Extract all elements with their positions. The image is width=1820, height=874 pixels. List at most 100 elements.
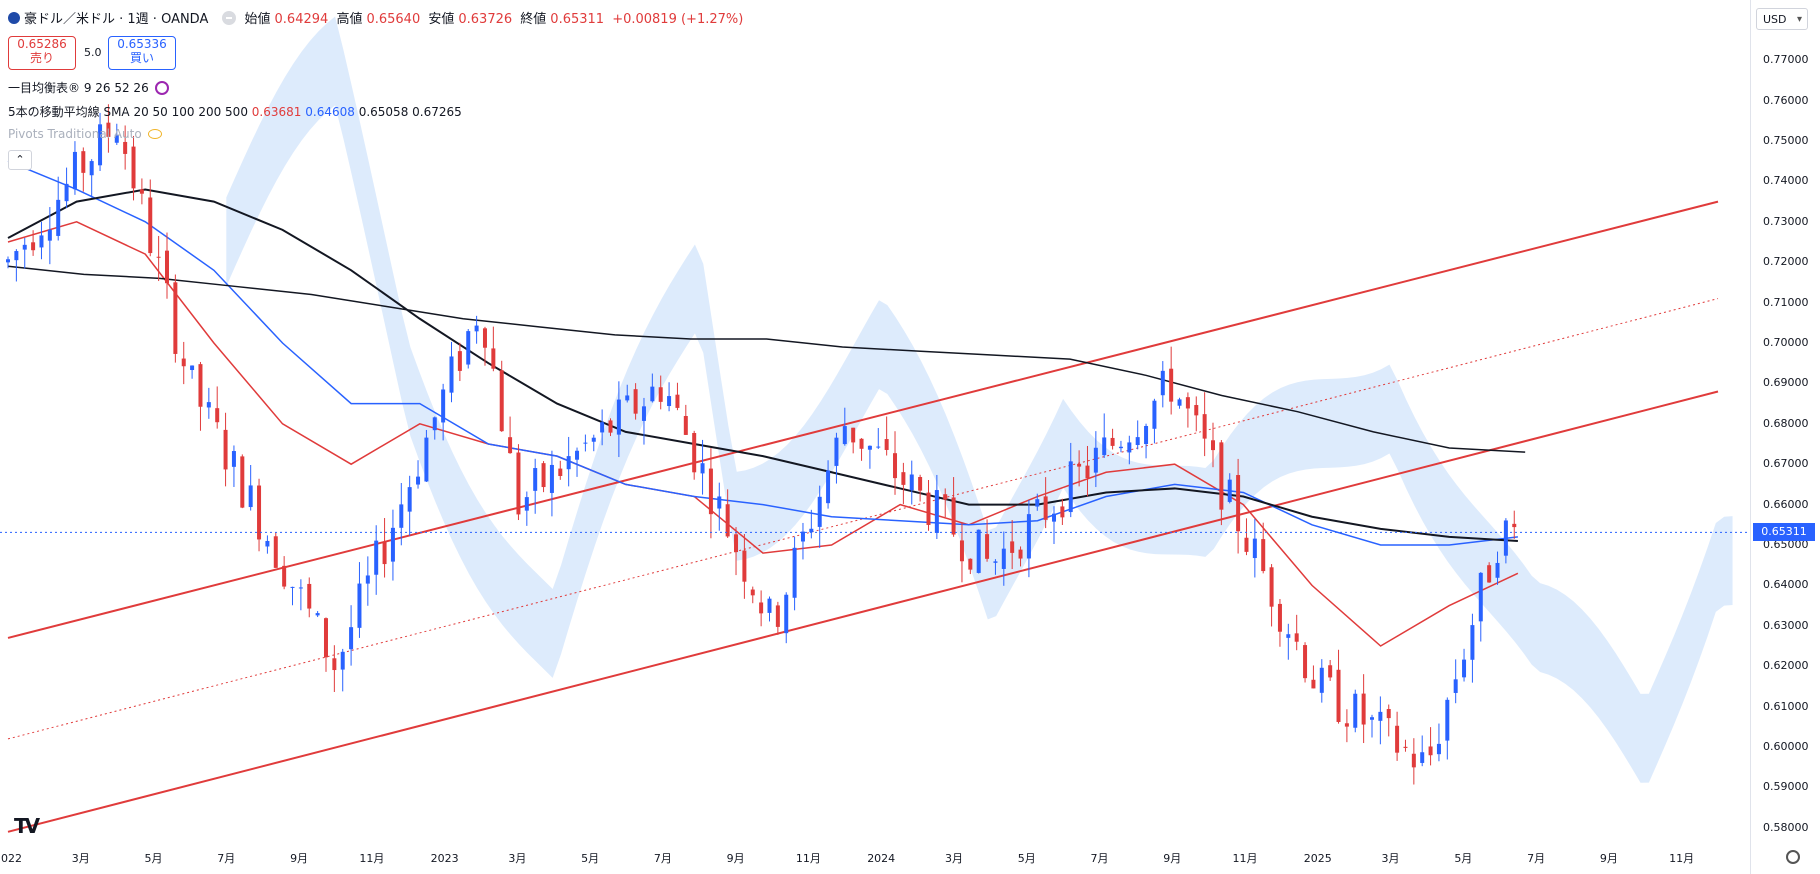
candle-body <box>206 402 211 408</box>
candle-body <box>1169 368 1174 402</box>
candle-body <box>1344 723 1349 727</box>
candle-body <box>181 358 186 367</box>
candle-body <box>424 437 429 482</box>
candle-body <box>851 427 856 443</box>
buy-button[interactable]: 0.65336 買い <box>108 36 176 70</box>
candle-body <box>675 394 680 408</box>
candle-body <box>926 492 931 525</box>
time-tick-label: 7月 <box>1527 852 1545 865</box>
candlesticks <box>6 104 1517 785</box>
time-tick-label: 3月 <box>508 852 526 865</box>
price-tick-label: 0.68000 <box>1763 416 1809 430</box>
candle-body <box>641 406 646 421</box>
eye-hidden-icon[interactable] <box>147 129 162 139</box>
price-tick-label: 0.71000 <box>1763 295 1809 309</box>
candle-body <box>817 496 822 527</box>
close-label: 終値 <box>520 12 547 27</box>
candle-body <box>1411 753 1416 768</box>
candle-body <box>893 453 898 479</box>
candle-body <box>432 417 437 431</box>
candle-body <box>591 437 596 442</box>
price-axis[interactable]: 0.77000 0.76000 0.75000 0.74000 0.73000 0.720… <box>1750 0 1820 874</box>
time-tick-label: 3月 <box>72 852 90 865</box>
collapse-button[interactable]: ⌃ <box>8 150 32 170</box>
candle-body <box>382 541 387 565</box>
price-tick-label: 0.77000 <box>1763 53 1809 67</box>
candle-body <box>282 565 287 587</box>
candle-body <box>449 356 454 393</box>
toggle-icon[interactable] <box>222 11 237 25</box>
indicator-sma[interactable]: 5本の移動平均線 SMA 20 50 100 200 500 0.63681 0… <box>8 103 462 120</box>
price-tick-label: 0.60000 <box>1763 740 1809 753</box>
candle-body <box>759 602 764 614</box>
candle-body <box>1102 437 1107 456</box>
candle-body <box>533 468 538 491</box>
candle-body <box>859 438 864 449</box>
candle-body <box>81 151 86 173</box>
candle-body <box>650 386 655 402</box>
candle-body <box>1495 562 1500 578</box>
candle-body <box>332 658 337 671</box>
flag-icon <box>8 12 20 24</box>
candle-body <box>248 485 253 508</box>
candle-body <box>1428 746 1433 756</box>
moving-averages <box>7 160 1526 647</box>
candle-body <box>39 235 44 248</box>
candle-body <box>148 197 153 254</box>
price-tick-label: 0.62000 <box>1763 659 1809 673</box>
time-tick-label: 5月 <box>1018 852 1036 865</box>
candle-body <box>1244 537 1249 552</box>
candle-body <box>198 364 203 407</box>
candle-body <box>106 122 111 137</box>
sell-button[interactable]: 0.65286 売り <box>8 36 76 70</box>
symbol-title[interactable]: 豪ドル／米ドル · 1週 · OANDA <box>24 12 209 27</box>
candle-body <box>809 528 814 533</box>
candle-body <box>1060 506 1065 518</box>
currency-selector[interactable]: USD <box>1756 8 1808 31</box>
price-tick-label: 0.73000 <box>1763 214 1809 228</box>
candle-body <box>240 456 245 508</box>
time-tick-label: 3月 <box>1382 852 1400 865</box>
candle-body <box>349 627 354 650</box>
candle-body <box>1303 645 1308 679</box>
candle-body <box>139 189 144 194</box>
candle-body <box>1269 567 1274 607</box>
candle-body <box>357 583 362 628</box>
candle-body <box>717 496 722 509</box>
candle-body <box>231 451 236 467</box>
candle-body <box>1077 463 1082 467</box>
indicator-ichimoku[interactable]: 一目均衡表® 9 26 52 26 <box>8 79 169 96</box>
time-tick-label: 11月 <box>359 852 384 865</box>
candle-body <box>1361 693 1366 725</box>
candle-body <box>558 468 563 476</box>
price-tick-label: 0.58000 <box>1763 820 1809 834</box>
candle-body <box>1261 539 1266 572</box>
candle-body <box>842 426 847 445</box>
close-value: 0.65311 <box>550 12 605 27</box>
candle-body <box>98 124 103 166</box>
candle-body <box>374 540 379 575</box>
sma-value-100: 0.65058 <box>358 105 409 119</box>
candle-body <box>323 618 328 658</box>
candle-body <box>1010 541 1015 553</box>
candle-body <box>951 497 956 535</box>
candle-body <box>22 244 27 250</box>
spread-value: 5.0 <box>84 46 102 59</box>
time-tick-label: 9月 <box>727 852 745 865</box>
settings-icon[interactable] <box>1786 850 1800 864</box>
time-axis: 2022 3月 5月 7月 9月 11月 2023 3月 5月 7月 9月 11月 2024 3月 5月 7月… <box>0 852 1694 865</box>
candle-body <box>56 199 61 236</box>
candle-body <box>524 497 529 511</box>
candle-body <box>1319 667 1324 693</box>
candle-body <box>884 439 889 450</box>
buy-price: 0.65336 <box>117 37 167 51</box>
candle-body <box>792 547 797 598</box>
sma-line <box>7 221 1519 647</box>
candle-body <box>909 474 914 491</box>
refresh-icon[interactable] <box>154 81 169 95</box>
price-chart[interactable]: 2022 3月 5月 7月 9月 11月 2023 3月 5月 7月 9月 11月 2024 3月 5月 7月… <box>0 0 1750 874</box>
indicator-pivots[interactable]: Pivots Traditional Auto <box>8 127 162 141</box>
sell-price: 0.65286 <box>17 37 67 51</box>
candle-body <box>173 282 178 354</box>
candle-body <box>399 504 404 528</box>
